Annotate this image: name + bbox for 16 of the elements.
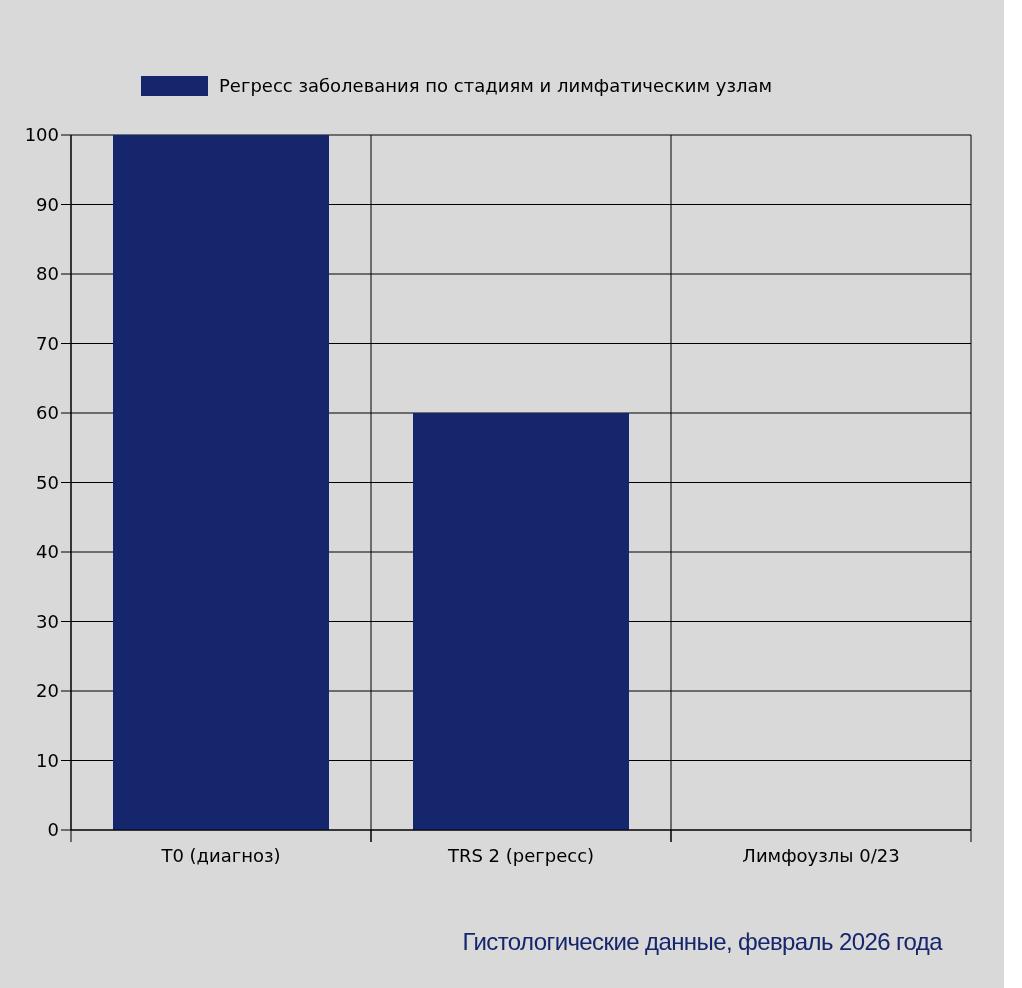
y-tick-label: 70: [36, 332, 59, 354]
y-tick-label: 40: [36, 541, 59, 563]
text: Гистологические данные, февраль 2026 года: [462, 928, 942, 956]
y-tick-label: 50: [36, 471, 59, 493]
y-tick-label: 60: [36, 402, 59, 424]
y-tick-label: 20: [36, 680, 59, 702]
y-tick-label: 30: [36, 610, 59, 632]
y-tick-label: 10: [36, 749, 59, 771]
y-tick-label: 100: [24, 124, 59, 146]
x-tick-label: T0 (диагноз): [160, 845, 281, 866]
y-tick-label: 90: [36, 193, 59, 215]
x-tick-label: Лимфоузлы 0/23: [742, 845, 900, 866]
y-tick-label: 80: [36, 263, 59, 285]
x-tick-label: TRS 2 (регресс): [446, 845, 595, 866]
legend-label: Регресс заболевания по стадиям и лимфатическим узлам: [219, 75, 773, 96]
y-tick-label: 0: [47, 819, 59, 841]
